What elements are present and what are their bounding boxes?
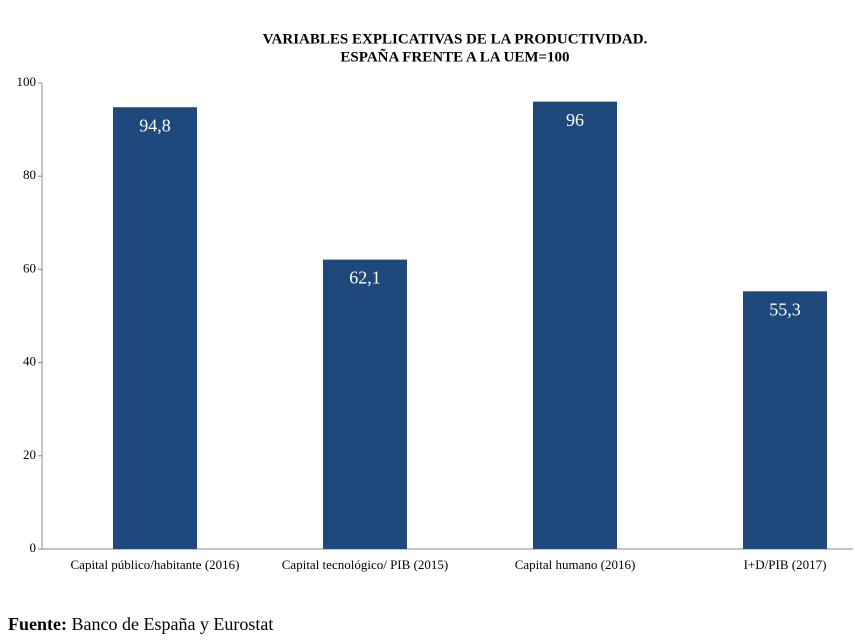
source-text: Banco de España y Eurostat [71, 614, 273, 634]
source: Fuente: Banco de España y Eurostat [8, 614, 273, 634]
y-tick-label: 60 [23, 260, 36, 275]
y-tick-label: 0 [30, 540, 37, 555]
bar [743, 291, 827, 549]
x-tick-label: I+D/PIB (2017) [744, 557, 827, 572]
bar [533, 101, 617, 549]
y-tick-label: 80 [23, 167, 36, 182]
y-tick-label: 20 [23, 447, 36, 462]
value-label: 94,8 [139, 115, 171, 135]
y-tick-label: 40 [23, 354, 36, 369]
chart-title: VARIABLES EXPLICATIVAS DE LA PRODUCTIVID… [263, 31, 648, 47]
value-label: 62,1 [349, 268, 381, 288]
value-label: 96 [566, 110, 584, 130]
value-label: 55,3 [769, 299, 801, 319]
bar [323, 259, 407, 549]
chart-title: ESPAÑA FRENTE A LA UEM=100 [340, 47, 569, 65]
bar [113, 107, 197, 550]
y-tick-label: 100 [17, 74, 37, 89]
source-label: Fuente: [8, 614, 67, 634]
x-tick-label: Capital público/habitante (2016) [71, 557, 240, 572]
x-tick-label: Capital humano (2016) [515, 557, 636, 572]
x-tick-label: Capital tecnológico/ PIB (2015) [282, 557, 448, 572]
